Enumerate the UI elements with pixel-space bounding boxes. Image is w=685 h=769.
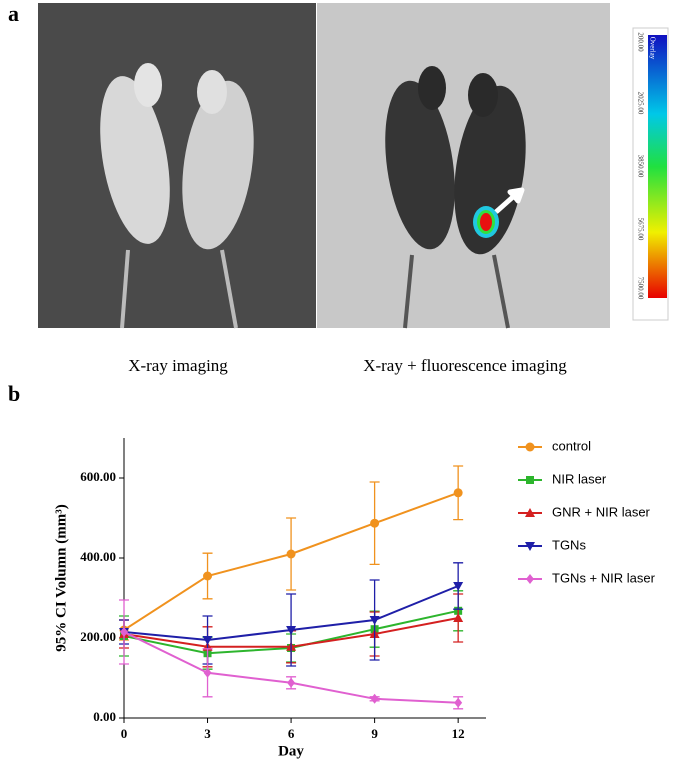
point	[454, 697, 463, 708]
point	[202, 636, 213, 645]
y-tick-label: 400.00	[80, 549, 116, 564]
point	[453, 582, 464, 591]
legend-marker	[525, 442, 535, 452]
colorbar-label: 7500.00	[636, 277, 644, 300]
x-tick-label: 6	[288, 726, 295, 741]
point	[453, 613, 464, 622]
point	[120, 627, 128, 637]
point	[453, 488, 463, 498]
legend-marker	[526, 476, 534, 484]
legend-marker	[525, 508, 535, 517]
colorbar-title: Overlay	[648, 37, 656, 60]
colorbar-label: 5675.00	[636, 218, 644, 241]
point	[369, 616, 380, 625]
legend-label: TGNs + NIR laser	[552, 570, 656, 585]
legend-label: TGNs	[552, 537, 586, 552]
fluorescence-image	[317, 3, 610, 329]
point	[286, 549, 296, 559]
point	[286, 626, 297, 635]
caption: X-ray imaging	[128, 356, 228, 375]
legend-label: NIR laser	[552, 471, 607, 486]
point	[203, 667, 212, 678]
x-axis-title: Day	[278, 743, 304, 759]
x-tick-label: 9	[371, 726, 378, 741]
y-tick-label: 200.00	[80, 629, 116, 644]
xray-image	[38, 3, 316, 329]
point	[370, 693, 379, 704]
y-axis-title: 95% CI Volumn (mm³)	[53, 504, 69, 651]
point	[287, 677, 296, 688]
legend-marker	[525, 542, 535, 551]
y-tick-label: 600.00	[80, 469, 116, 484]
colorbar-label: 3850.00	[636, 155, 644, 178]
colorbar-label: 2025.00	[636, 92, 644, 115]
panel-label: a	[8, 1, 19, 26]
colorbar	[632, 27, 669, 321]
x-tick-label: 3	[204, 726, 211, 741]
caption: X-ray + fluorescence imaging	[363, 356, 567, 375]
legend-marker	[526, 574, 534, 584]
colorbar-label: 200.00	[636, 32, 644, 52]
x-tick-label: 12	[452, 726, 465, 741]
panel-label: b	[8, 381, 20, 406]
legend-label: GNR + NIR laser	[552, 504, 651, 519]
x-tick-label: 0	[121, 726, 128, 741]
point	[370, 518, 380, 528]
y-tick-label: 0.00	[93, 709, 116, 724]
legend-label: control	[552, 438, 591, 453]
point	[203, 571, 213, 581]
